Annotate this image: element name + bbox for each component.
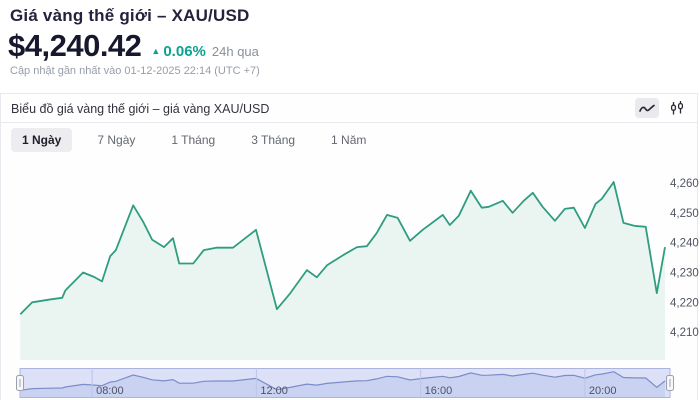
price-row: $4,240.42 ▲ 0.06% 24h qua	[8, 28, 259, 64]
y-axis-label: 4,240	[670, 238, 699, 250]
price-chart-svg[interactable]: 4,260 4,250 4,240 4,230 4,220 4,210	[0, 151, 700, 365]
range-tab-5[interactable]: 1 Năm	[331, 133, 367, 147]
candlestick-glyph	[670, 101, 684, 115]
main-chart-area[interactable]: 4,260 4,250 4,240 4,230 4,220 4,210	[0, 151, 700, 365]
y-axis-label: 4,260	[670, 178, 699, 190]
up-arrow-icon: ▲	[151, 46, 161, 56]
y-axis-label: 4,230	[670, 268, 699, 280]
range-tab-2[interactable]: 7 Ngày	[97, 133, 136, 147]
price-change: ▲ 0.06%	[151, 43, 205, 60]
change-percent: 0.06%	[163, 43, 206, 60]
range-tabs: 1 Ngày 7 Ngày 1 Tháng 3 Tháng 1 Năm	[11, 128, 377, 152]
x-axis-label: 20:00	[589, 385, 617, 397]
navigator-line	[20, 371, 666, 391]
chart-panel-title: Biểu đồ giá vàng thế giới – giá vàng XAU…	[11, 102, 270, 116]
last-updated-text: Cập nhật gần nhất vào 01-12-2025 22:14 (…	[10, 65, 260, 77]
chart-type-toolbar	[635, 98, 689, 118]
y-axis-label: 4,210	[670, 327, 699, 339]
range-tab-3[interactable]: 1 Tháng	[171, 133, 216, 147]
change-period-label: 24h qua	[211, 44, 259, 59]
price-area	[20, 182, 666, 360]
line-chart-glyph	[639, 104, 655, 112]
y-axis-label: 4,250	[670, 208, 699, 220]
navigator-area	[20, 371, 666, 397]
range-tab-1[interactable]: 1 Ngày	[11, 128, 73, 152]
navigator-svg[interactable]: 08:00 12:00 16:00 20:00	[0, 368, 700, 398]
chart-navigator[interactable]: 08:00 12:00 16:00 20:00	[0, 368, 700, 398]
current-price: $4,240.42	[8, 28, 142, 63]
x-axis-label: 16:00	[425, 385, 453, 397]
x-axis-label: 08:00	[96, 385, 124, 397]
y-axis-label: 4,220	[670, 297, 699, 309]
range-tab-4[interactable]: 3 Tháng	[251, 133, 296, 147]
page-title: Giá vàng thế giới – XAU/USD	[10, 6, 250, 25]
line-chart-icon[interactable]	[635, 98, 659, 118]
price-line	[19, 181, 666, 315]
chart-panel-header: Biểu đồ giá vàng thế giới – giá vàng XAU…	[1, 94, 697, 123]
x-axis-label: 12:00	[260, 385, 288, 397]
price-header: Giá vàng thế giới – XAU/USD $4,240.42 ▲ …	[0, 0, 700, 93]
candlestick-chart-icon[interactable]	[665, 98, 689, 118]
